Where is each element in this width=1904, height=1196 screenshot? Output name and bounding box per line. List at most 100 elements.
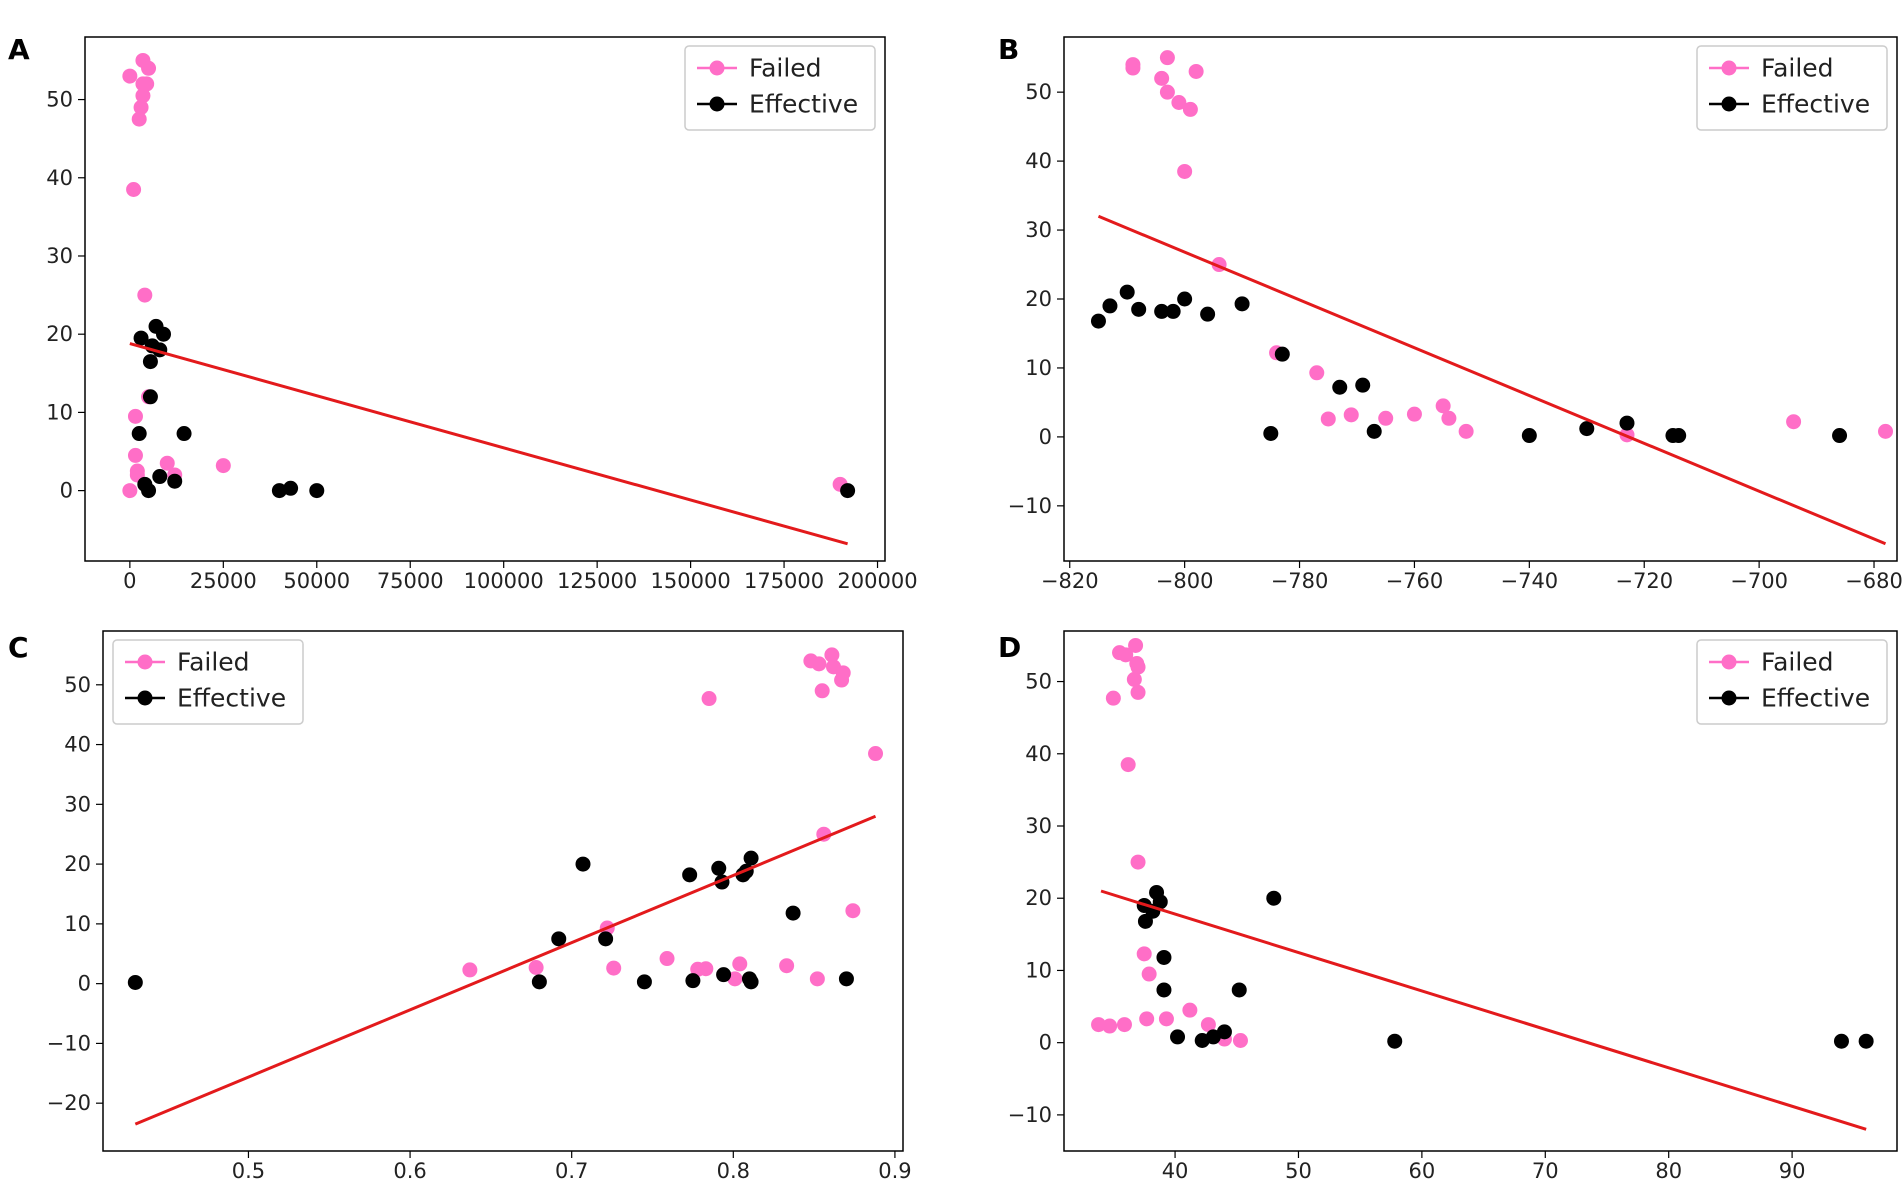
effective-point xyxy=(1274,346,1290,362)
failed-point xyxy=(122,68,138,84)
x-tick-label: 0.6 xyxy=(393,1159,426,1183)
effective-point xyxy=(1119,284,1135,300)
y-tick-label: 50 xyxy=(1025,80,1052,104)
legend: Failed Effective xyxy=(684,45,876,131)
effective-point xyxy=(636,974,652,990)
effective-point xyxy=(682,867,698,883)
y-tick-label: 0 xyxy=(1039,425,1052,449)
y-tick-label: 50 xyxy=(46,88,73,112)
series-failed xyxy=(1091,637,1248,1048)
effective-point xyxy=(1858,1033,1874,1049)
x-tick-label: −780 xyxy=(1271,569,1329,593)
failed-point xyxy=(137,287,153,303)
x-tick-label: 25000 xyxy=(190,569,257,593)
failed-point xyxy=(1118,647,1134,663)
y-tick-label: 30 xyxy=(64,792,91,816)
failed-point xyxy=(139,76,155,92)
effective-point xyxy=(283,480,299,496)
effective-point xyxy=(598,931,614,947)
x-tick-label: 50000 xyxy=(283,569,350,593)
effective-point xyxy=(1165,303,1181,319)
failed-point xyxy=(127,447,143,463)
legend: Failed Effective xyxy=(1696,639,1888,725)
effective-point xyxy=(1579,421,1595,437)
failed-point xyxy=(698,961,714,977)
failed-point xyxy=(1136,946,1152,962)
failed-point xyxy=(127,408,143,424)
effective-point xyxy=(716,967,732,983)
y-tick-label: 20 xyxy=(46,322,73,346)
axes-frame xyxy=(84,36,886,562)
effective-point xyxy=(1156,949,1172,965)
effective-point xyxy=(785,905,801,921)
regression-line xyxy=(1100,889,1867,1131)
effective-point xyxy=(1216,1024,1232,1040)
failed-point xyxy=(809,971,825,987)
legend-marker-effective xyxy=(1721,96,1737,112)
legend-label-failed: Failed xyxy=(1761,54,1834,83)
effective-point xyxy=(141,483,157,499)
x-tick-label: 100000 xyxy=(464,569,544,593)
failed-point xyxy=(133,99,149,115)
effective-point xyxy=(1131,301,1147,317)
failed-point xyxy=(126,182,142,198)
effective-point xyxy=(551,931,567,947)
y-tick-label: 40 xyxy=(1025,742,1052,766)
failed-point xyxy=(1441,410,1457,426)
failed-point xyxy=(528,960,544,976)
legend-marker-failed xyxy=(1721,60,1737,76)
failed-point xyxy=(1458,423,1474,439)
legend-marker-failed xyxy=(137,654,153,670)
effective-point xyxy=(271,483,287,499)
failed-point xyxy=(462,962,478,978)
effective-point xyxy=(133,330,149,346)
legend-label-failed: Failed xyxy=(177,648,250,677)
legend-marker-effective xyxy=(137,690,153,706)
legend-marker-effective xyxy=(1721,690,1737,706)
x-tick-label: −720 xyxy=(1615,569,1673,593)
failed-point xyxy=(1171,95,1187,110)
failed-point xyxy=(1200,1017,1216,1033)
failed-point xyxy=(727,971,743,987)
failed-point xyxy=(1182,1002,1198,1018)
failed-point xyxy=(1378,410,1394,426)
effective-point xyxy=(1102,298,1118,314)
effective-point xyxy=(1833,1033,1849,1049)
failed-point xyxy=(1125,60,1141,76)
failed-point xyxy=(1126,671,1142,687)
legend: Failed Effective xyxy=(112,639,304,725)
x-tick-label: 175000 xyxy=(744,569,824,593)
panel-c: C 0.5 0.6 0.7 0.8 0.9 −20 −10 0 10 20 30 40 50 Failed E… xyxy=(8,630,912,1183)
failed-point xyxy=(1182,101,1198,117)
y-tick-label: 0 xyxy=(60,479,73,503)
failed-point xyxy=(814,683,830,699)
legend-marker-failed xyxy=(709,60,725,76)
y-tick-label: 10 xyxy=(1025,958,1052,982)
failed-point xyxy=(659,951,675,967)
panel-b: B −820 −800 −780 −760 −740 −720 −700 −680 −10 0 10 2… xyxy=(998,33,1903,593)
y-tick-label: −10 xyxy=(1008,1103,1052,1127)
panel-label: A xyxy=(8,33,30,66)
failed-point xyxy=(868,746,884,762)
x-tick-label: 0.5 xyxy=(232,1159,265,1183)
failed-point xyxy=(1320,411,1336,427)
series-failed xyxy=(1125,50,1894,443)
failed-point xyxy=(824,647,840,663)
effective-point xyxy=(1521,428,1537,444)
y-tick-label: −10 xyxy=(47,1031,91,1055)
x-tick-label: 0.9 xyxy=(878,1159,911,1183)
failed-point xyxy=(1130,684,1146,700)
y-tick-label: 40 xyxy=(46,166,73,190)
series-failed xyxy=(462,647,884,987)
failed-point xyxy=(1139,1011,1155,1027)
x-tick-label: 40 xyxy=(1162,1159,1189,1183)
y-tick-label: 50 xyxy=(64,673,91,697)
x-tick-label: 0 xyxy=(123,569,136,593)
legend-label-effective: Effective xyxy=(1761,90,1870,119)
failed-point xyxy=(1116,1017,1132,1033)
failed-point xyxy=(215,458,231,474)
failed-point xyxy=(1878,423,1894,439)
legend-label-failed: Failed xyxy=(1761,648,1834,677)
x-tick-label: 90 xyxy=(1779,1159,1806,1183)
x-tick-label: −820 xyxy=(1041,569,1099,593)
